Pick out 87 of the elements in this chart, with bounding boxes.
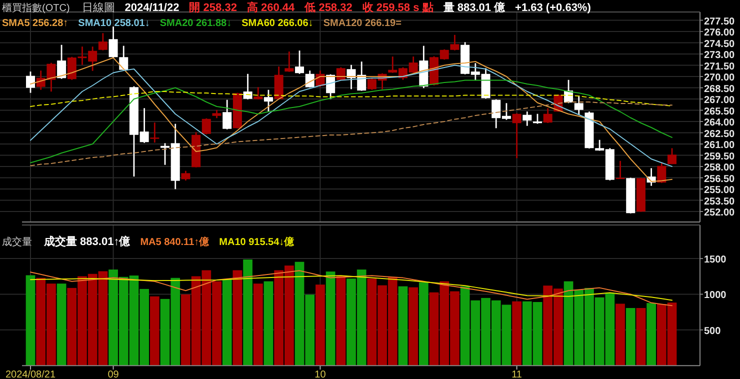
bar bbox=[326, 272, 336, 366]
text: MA10 915.54↓億 bbox=[219, 236, 296, 248]
line-series bbox=[30, 270, 672, 306]
line-series bbox=[30, 275, 672, 301]
text: 成交量 bbox=[2, 236, 32, 248]
candlestick bbox=[254, 86, 263, 100]
bar bbox=[243, 259, 252, 366]
annotation: 2024/11/22 bbox=[124, 2, 180, 14]
candlestick bbox=[202, 118, 211, 136]
y-tick-label: 252.00 bbox=[704, 208, 736, 218]
candlestick bbox=[57, 44, 66, 80]
candlestick bbox=[108, 26, 118, 59]
bar bbox=[150, 296, 160, 366]
y-tick-label: 1000 bbox=[704, 290, 727, 302]
text: MA5 840.11↑億 bbox=[140, 236, 210, 248]
bar bbox=[512, 301, 522, 366]
candlestick bbox=[657, 162, 666, 184]
bar bbox=[26, 275, 36, 366]
y-tick-label: 261.00 bbox=[704, 140, 736, 151]
x-tick-label: 2024/08/21 bbox=[5, 370, 56, 379]
text: SMA120 266.19= bbox=[323, 18, 402, 29]
chart-title: 櫃買指數(OTC) bbox=[2, 2, 70, 14]
candlestick bbox=[222, 99, 232, 130]
annotation: 高 260.44 bbox=[246, 1, 296, 14]
y-tick-label: 500 bbox=[704, 326, 722, 337]
text: SMA10 258.01↓ bbox=[78, 18, 150, 29]
x-tick-label: 11 bbox=[512, 370, 522, 379]
candlestick bbox=[150, 122, 160, 144]
x-tick-label: 10 bbox=[314, 370, 326, 379]
bar bbox=[408, 287, 418, 366]
y-tick-label: 276.00 bbox=[704, 28, 736, 38]
y-tick-label: 255.00 bbox=[704, 185, 736, 196]
y-tick-label: 264.00 bbox=[704, 118, 736, 128]
candlestick bbox=[574, 96, 584, 116]
bar bbox=[264, 281, 274, 366]
y-tick-label: 277.50 bbox=[704, 16, 736, 28]
candlestick bbox=[98, 32, 108, 52]
annotation: 收 259.58 s 點 bbox=[362, 1, 434, 14]
bar bbox=[646, 303, 656, 366]
bar bbox=[316, 284, 325, 366]
annotation: +1.63 (+0.63%) bbox=[515, 2, 592, 14]
bar bbox=[222, 280, 232, 366]
y-tick-label: 270.00 bbox=[704, 72, 736, 84]
y-tick-label: 1500 bbox=[704, 254, 727, 266]
candlestick bbox=[512, 112, 522, 159]
candlestick bbox=[181, 170, 190, 182]
line-series bbox=[30, 91, 672, 107]
annotation: 日線圖 bbox=[82, 2, 115, 14]
y-tick-label: 271.50 bbox=[704, 61, 736, 72]
candlestick bbox=[450, 34, 460, 52]
annotation: 低 258.32 bbox=[304, 2, 352, 14]
line-series bbox=[30, 80, 672, 164]
annotation: 開 258.32 bbox=[189, 2, 237, 14]
candlestick bbox=[264, 89, 273, 112]
candlestick bbox=[668, 148, 676, 165]
bar bbox=[253, 284, 263, 366]
bar bbox=[398, 286, 408, 366]
y-tick-label: 258.00 bbox=[704, 162, 736, 174]
bar bbox=[336, 276, 346, 366]
bar bbox=[232, 270, 242, 366]
text: SMA5 256.28↑ bbox=[2, 18, 68, 29]
bar bbox=[56, 284, 66, 366]
candlestick bbox=[243, 73, 252, 100]
candlestick bbox=[26, 70, 35, 94]
text: SMA20 261.88↓ bbox=[160, 18, 232, 29]
annotation: 成交量 883.01↑億 bbox=[43, 235, 132, 248]
bar bbox=[616, 304, 625, 366]
y-tick-label: 253.50 bbox=[704, 196, 736, 208]
bar bbox=[626, 308, 636, 366]
candlestick bbox=[532, 113, 542, 124]
y-tick-label: 267.00 bbox=[704, 95, 736, 106]
y-tick-label: 256.50 bbox=[704, 174, 736, 185]
candlestick bbox=[543, 107, 552, 124]
annotation: 量 883.01 億 bbox=[442, 1, 506, 14]
y-tick-label: 273.00 bbox=[704, 50, 736, 61]
y-tick-label: 262.50 bbox=[704, 128, 736, 140]
candlestick bbox=[522, 110, 532, 127]
y-tick-label: 274.50 bbox=[704, 38, 736, 50]
x-tick-label: 09 bbox=[108, 370, 120, 379]
candlestick bbox=[284, 50, 294, 73]
text: SMA60 266.06↓ bbox=[242, 18, 314, 29]
y-tick-label: 265.50 bbox=[704, 106, 736, 118]
y-tick-label: 268.50 bbox=[704, 84, 736, 95]
bar bbox=[419, 282, 428, 366]
y-tick-label: 259.50 bbox=[704, 151, 736, 162]
candlestick bbox=[295, 50, 304, 75]
bar bbox=[636, 308, 646, 366]
